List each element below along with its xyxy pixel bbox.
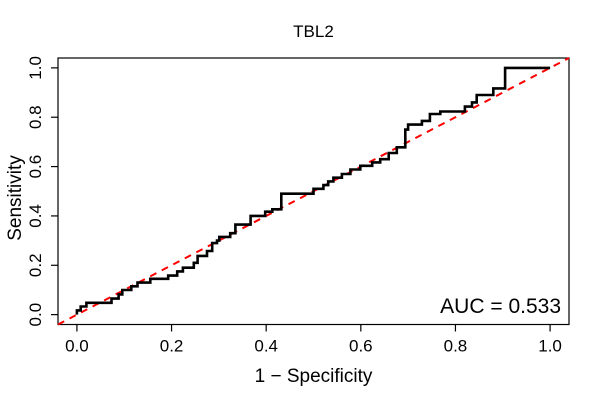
auc-annotation: AUC = 0.533	[440, 295, 561, 318]
y-tick-label: 0.4	[26, 204, 45, 228]
roc-curve	[75, 66, 551, 315]
x-tick-label: 0.4	[254, 337, 278, 356]
x-axis-label: 1 − Specificity	[254, 366, 373, 387]
y-tick-label: 0.6	[26, 155, 45, 179]
x-tick-label: 0.6	[349, 337, 373, 356]
y-tick-label: 1.0	[26, 56, 45, 80]
y-tick-label: 0.0	[26, 303, 45, 327]
y-tick-label: 0.2	[26, 253, 45, 277]
y-tick-label: 0.8	[26, 105, 45, 129]
x-tick-label: 0.8	[444, 337, 468, 356]
plot-box	[57, 57, 570, 326]
x-tick-label: 1.0	[538, 337, 562, 356]
x-tick-label: 0.2	[160, 337, 184, 356]
x-tick-label: 0.0	[65, 337, 89, 356]
plot-title: TBL2	[293, 22, 334, 41]
